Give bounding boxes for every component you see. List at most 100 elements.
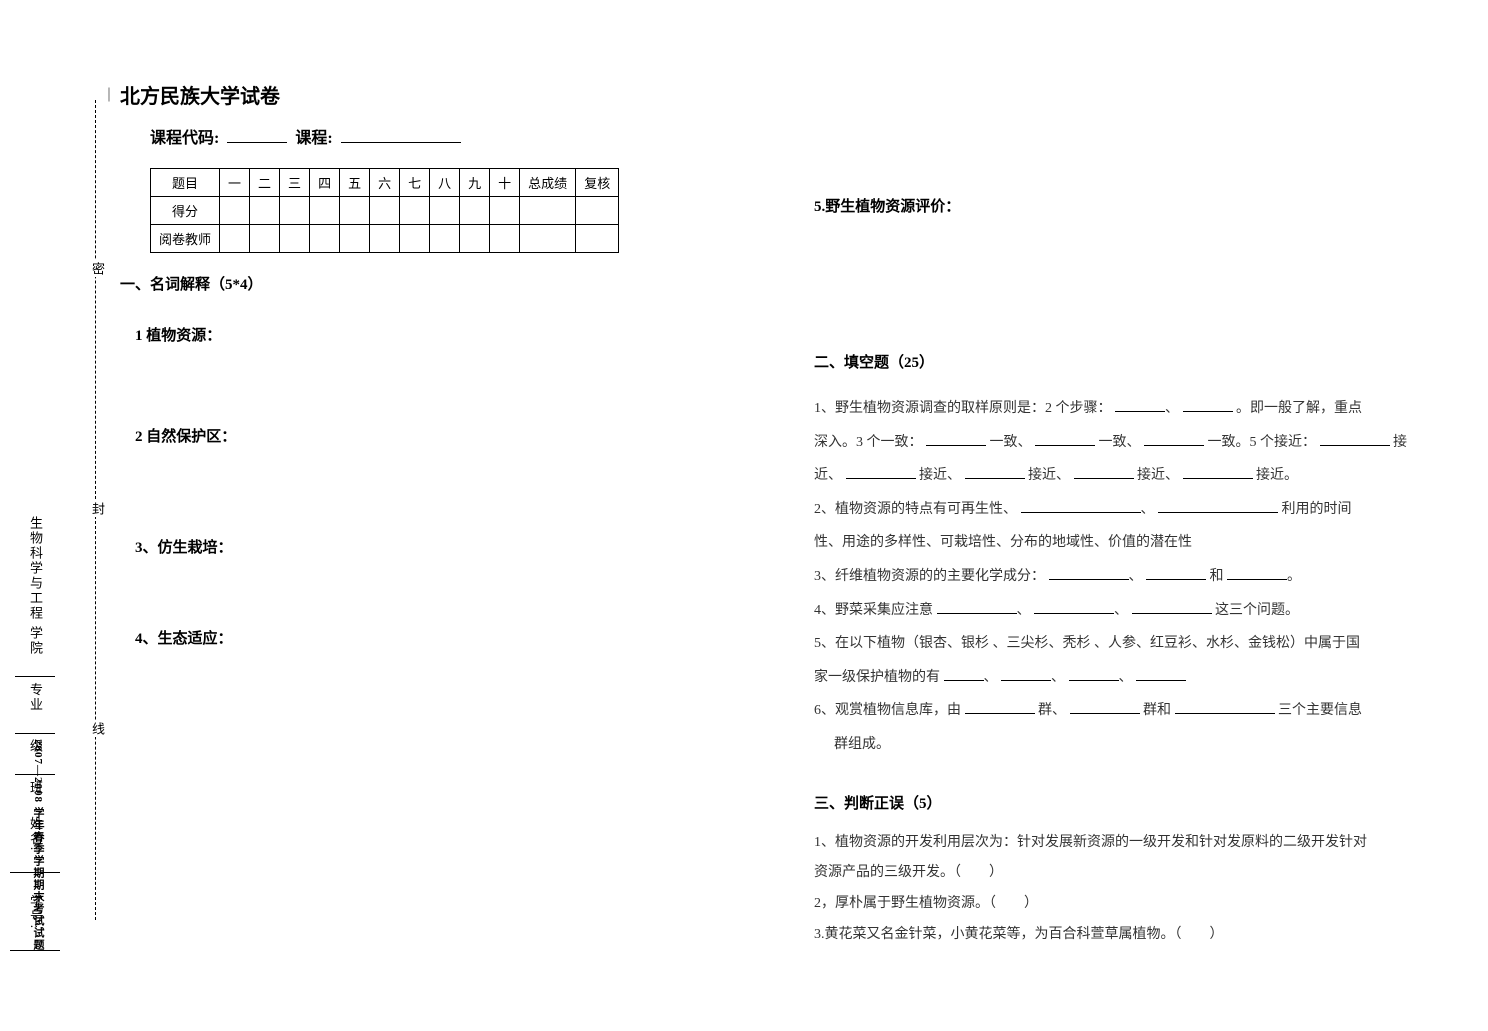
text: 和 bbox=[1210, 569, 1224, 584]
blank bbox=[1034, 598, 1114, 614]
text: 一致、 bbox=[990, 435, 1032, 450]
blank bbox=[937, 598, 1017, 614]
text: 群、 bbox=[1038, 703, 1066, 718]
text: 性、用途的多样性、可栽培性、分布的地域性、价值的潜在性 bbox=[814, 535, 1192, 550]
blank bbox=[1136, 665, 1186, 681]
blank bbox=[227, 142, 287, 143]
seal-mark-1: 线 bbox=[88, 720, 107, 737]
blank bbox=[1115, 396, 1165, 412]
left-page: 北方民族大学试卷 课程代码: 课程: 题目 一 二 三 四 五 六 七 八 九 … bbox=[120, 80, 754, 951]
text: 群和 bbox=[1143, 703, 1171, 718]
blank bbox=[1049, 564, 1129, 580]
blank bbox=[1070, 698, 1140, 714]
text: 4、野菜采集应注意 bbox=[814, 603, 933, 618]
judge-3: 3.黄花菜又名金针菜，小黄花菜等，为百合科萱草属植物。（ ） bbox=[814, 920, 1448, 951]
question-4: 4、生态适应： bbox=[135, 627, 754, 648]
seal-mark-3: 密 bbox=[88, 260, 107, 277]
text: 深入。3 个一致： bbox=[814, 435, 923, 450]
blank bbox=[965, 463, 1025, 479]
dept-text: 生物科学与工程 学院 bbox=[28, 516, 43, 656]
blank bbox=[1320, 430, 1390, 446]
judge-2: 2，厚朴属于野生植物资源。（ ） bbox=[814, 889, 1448, 920]
text: 家一级保护植物的有 bbox=[814, 670, 940, 685]
fill-2: 2、植物资源的特点有可再生性、 、 利用的时间 bbox=[814, 493, 1448, 527]
text: 1、植物资源的开发利用层次为：针对发展新资源的一级开发和针对发原料的二级开发针对 bbox=[814, 835, 1367, 850]
text: 接近。 bbox=[1256, 468, 1298, 483]
blank bbox=[1146, 564, 1206, 580]
binding-sidebar: 生物科学与工程 学院 专业 级 班 姓名: 学号: 2007—2008 学年春季… bbox=[0, 0, 90, 1031]
col-header: 三 bbox=[280, 169, 310, 197]
text: 接近、 bbox=[1137, 468, 1179, 483]
col-header: 二 bbox=[250, 169, 280, 197]
judge-1: 1、植物资源的开发利用层次为：针对发展新资源的一级开发和针对发原料的二级开发针对 bbox=[814, 828, 1448, 859]
blank bbox=[944, 665, 984, 681]
course-label: 课程: bbox=[295, 130, 332, 147]
text: 接近、 bbox=[919, 468, 961, 483]
table-row: 题目 一 二 三 四 五 六 七 八 九 十 总成绩 复核 bbox=[151, 169, 619, 197]
table-row: 阅卷教师 bbox=[151, 225, 619, 253]
score-table: 题目 一 二 三 四 五 六 七 八 九 十 总成绩 复核 得分 阅卷教师 bbox=[150, 168, 619, 253]
seal-mark-2: 封 bbox=[88, 500, 107, 517]
text: 三个主要信息 bbox=[1278, 703, 1362, 718]
text: 这三个问题。 bbox=[1215, 603, 1299, 618]
text: 3、纤维植物资源的的主要化学成分： bbox=[814, 569, 1045, 584]
main-content: 北方民族大学试卷 课程代码: 课程: 题目 一 二 三 四 五 六 七 八 九 … bbox=[120, 80, 1448, 951]
blank bbox=[1183, 463, 1253, 479]
col-header: 复核 bbox=[576, 169, 619, 197]
section-3-title: 三、判断正误（5） bbox=[814, 792, 1448, 813]
major-label: 专业 bbox=[28, 682, 43, 712]
page-title: 北方民族大学试卷 bbox=[120, 80, 754, 109]
text: 一致、 bbox=[1099, 435, 1141, 450]
blank bbox=[846, 463, 916, 479]
col-header: 九 bbox=[460, 169, 490, 197]
col-header: 八 bbox=[430, 169, 460, 197]
text: 5、在以下植物（银杏、银杉 、三尖杉、秃杉 、人参、红豆衫、水杉、金钱松）中属于… bbox=[814, 636, 1360, 651]
text: 1、野生植物资源调查的取样原则是：2 个步骤： bbox=[814, 401, 1112, 416]
text: 近、 bbox=[814, 468, 842, 483]
col-header: 七 bbox=[400, 169, 430, 197]
fill-1: 1、野生植物资源调查的取样原则是：2 个步骤： 、 。即一般了解，重点 bbox=[814, 392, 1448, 426]
col-header: 一 bbox=[220, 169, 250, 197]
judge-1b: 资源产品的三级开发。（ ） bbox=[814, 858, 1448, 889]
blank bbox=[1132, 598, 1212, 614]
question-5: 5.野生植物资源评价： bbox=[814, 195, 1448, 216]
blank bbox=[1227, 564, 1287, 580]
blank bbox=[926, 430, 986, 446]
text: 接近、 bbox=[1028, 468, 1070, 483]
blank bbox=[341, 142, 461, 143]
col-header: 五 bbox=[340, 169, 370, 197]
text: 2、植物资源的特点有可再生性、 bbox=[814, 502, 1017, 517]
text: 利用的时间 bbox=[1282, 502, 1352, 517]
text: 2，厚朴属于野生植物资源。（ ） bbox=[814, 896, 1038, 911]
fill-3: 3、纤维植物资源的的主要化学成分： 、 和 。 bbox=[814, 560, 1448, 594]
question-3: 3、仿生栽培： bbox=[135, 536, 754, 557]
text: 群组成。 bbox=[834, 737, 890, 752]
fill-5b: 家一级保护植物的有 、 、 、 bbox=[814, 661, 1448, 695]
section-2-title: 二、填空题（25） bbox=[814, 351, 1448, 372]
fill-2b: 性、用途的多样性、可栽培性、分布的地域性、价值的潜在性 bbox=[814, 526, 1448, 560]
blank bbox=[1175, 698, 1275, 714]
col-header: 四 bbox=[310, 169, 340, 197]
blank bbox=[15, 661, 55, 677]
col-header: 十 bbox=[490, 169, 520, 197]
blank bbox=[1035, 430, 1095, 446]
blank bbox=[1001, 665, 1051, 681]
course-line: 课程代码: 课程: bbox=[150, 124, 754, 148]
fill-6b: 群组成。 bbox=[834, 728, 1448, 762]
blank bbox=[15, 718, 55, 734]
row-label: 得分 bbox=[151, 197, 220, 225]
course-code-label: 课程代码: bbox=[150, 130, 219, 147]
col-header: 六 bbox=[370, 169, 400, 197]
text: 6、观赏植物信息库，由 bbox=[814, 703, 961, 718]
text: 一致。5 个接近： bbox=[1208, 435, 1317, 450]
dash-mark: ｜ bbox=[102, 85, 116, 105]
blank bbox=[1144, 430, 1204, 446]
exam-info: 2007—2008 学年春季学期期末考试试题 bbox=[30, 739, 46, 951]
right-page: 5.野生植物资源评价： 二、填空题（25） 1、野生植物资源调查的取样原则是：2… bbox=[814, 80, 1448, 951]
fill-4: 4、野菜采集应注意 、 、 这三个问题。 bbox=[814, 594, 1448, 628]
question-2: 2 自然保护区： bbox=[135, 425, 754, 446]
section-1-title: 一、名词解释（5*4） bbox=[120, 273, 754, 294]
table-row: 得分 bbox=[151, 197, 619, 225]
fill-1b: 深入。3 个一致： 一致、 一致、 一致。5 个接近： 接 bbox=[814, 426, 1448, 460]
blank bbox=[1183, 396, 1233, 412]
